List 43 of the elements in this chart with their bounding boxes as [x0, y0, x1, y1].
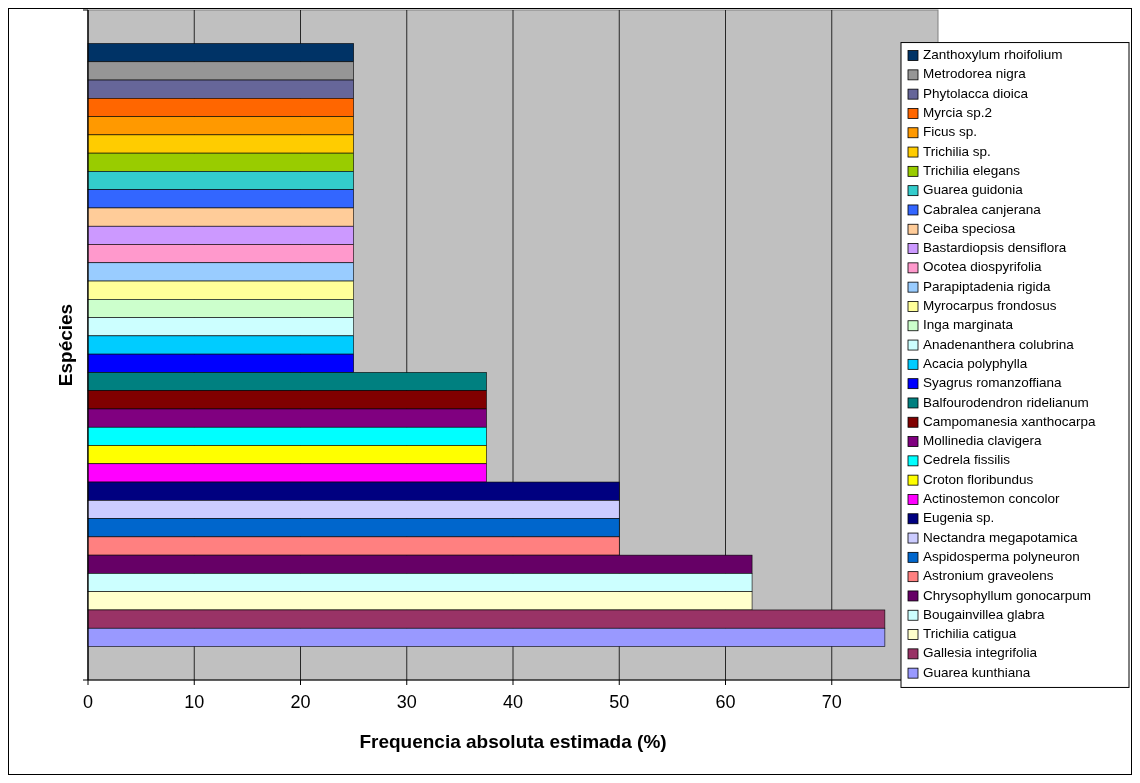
x-tick-label: 20 — [290, 692, 311, 712]
legend-label: Gallesia integrifolia — [923, 645, 1038, 661]
legend-label: Bastardiopsis densiflora — [923, 240, 1067, 256]
legend-label: Balfourodendron ridelianum — [923, 394, 1089, 410]
legend-label: Bougainvillea glabra — [923, 606, 1046, 622]
legend-label: Actinostemon concolor — [923, 491, 1061, 507]
x-tick-label: 40 — [502, 692, 524, 712]
legend-label: Nectandra megapotamica — [923, 529, 1079, 545]
legend-label: Trichilia elegans — [923, 162, 1021, 178]
legend-label: Croton floribundus — [923, 471, 1034, 487]
legend-label: Eugenia sp. — [923, 510, 995, 526]
x-axis-title: Frequencia absoluta estimada (%) — [359, 731, 667, 752]
legend-label: Trichilia catigua — [923, 626, 1017, 642]
legend-label: Aspidosperma polyneuron — [923, 548, 1080, 564]
x-tick-label: 60 — [715, 692, 736, 712]
legend-label: Parapiptadenia rigida — [923, 278, 1052, 294]
legend-label: Guarea guidonia — [923, 182, 1024, 198]
legend-label: Phytolacca dioica — [923, 85, 1029, 101]
x-tick-label: 10 — [184, 692, 205, 712]
legend-label: Acacia polyphylla — [923, 355, 1028, 371]
legend-label: Mollinedia clavigera — [923, 433, 1043, 449]
legend-label: Ficus sp. — [923, 124, 978, 140]
legend-label: Myrcia sp.2 — [923, 105, 993, 121]
legend-label: Guarea kunthiana — [923, 664, 1031, 680]
legend-label: Anadenanthera colubrina — [923, 336, 1075, 352]
legend-label: Myrocarpus frondosus — [923, 298, 1057, 314]
legend-label: Metrodorea nigra — [923, 66, 1027, 82]
legend-label: Chrysophyllum gonocarpum — [923, 587, 1092, 603]
x-tick-label: 50 — [609, 692, 630, 712]
legend-label: Cedrela fissilis — [923, 452, 1011, 468]
y-axis-title: Espécies — [55, 303, 76, 387]
x-tick-label: 30 — [396, 692, 417, 712]
legend-label: Syagrus romanzoffiana — [923, 375, 1063, 391]
legend-label: Zanthoxylum rhoifolium — [923, 47, 1063, 63]
legend-label: Cabralea canjerana — [923, 201, 1042, 217]
legend-label: Astronium graveolens — [923, 568, 1054, 584]
x-tick-label: 70 — [821, 692, 842, 712]
legend-label: Trichilia sp. — [923, 143, 991, 159]
legend-label: Inga marginata — [923, 317, 1014, 333]
legend-label: Campomanesia xanthocarpa — [923, 413, 1097, 429]
legend-label: Ceiba speciosa — [923, 220, 1016, 236]
legend-label: Ocotea diospyrifolia — [923, 259, 1043, 275]
x-tick-label: 0 — [82, 692, 94, 712]
